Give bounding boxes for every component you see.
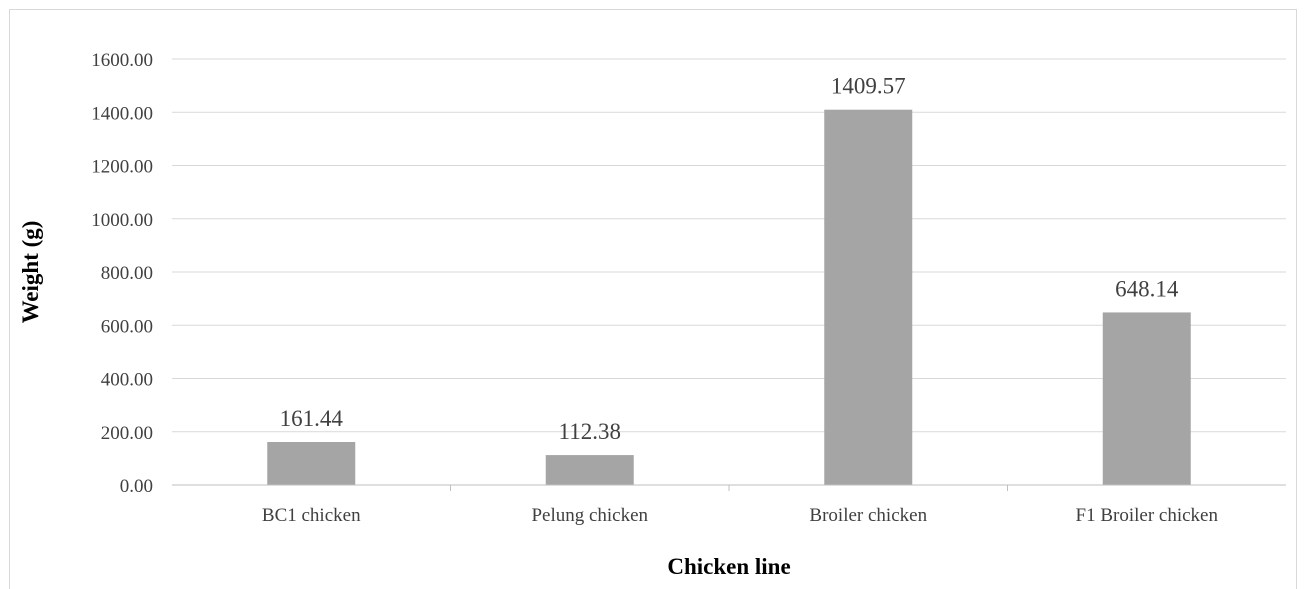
y-tick-label: 0.00 (120, 476, 153, 497)
y-tick-label: 400.00 (101, 370, 153, 391)
x-tick-label: BC1 chicken (262, 505, 361, 526)
y-tick-label: 200.00 (101, 423, 153, 444)
y-tick-label: 1600.00 (91, 50, 153, 71)
y-axis-title: Weight (g) (18, 221, 43, 324)
bars (267, 109, 1191, 485)
bar (1102, 312, 1191, 485)
x-tick-label: Broiler chicken (809, 505, 927, 526)
data-labels: 161.44 112.38 1409.57 648.14 (280, 74, 1179, 444)
chart-frame (9, 9, 1297, 589)
y-tick-label: 800.00 (101, 263, 153, 284)
y-tick-label: 1400.00 (91, 103, 153, 124)
data-label: 648.14 (1115, 276, 1179, 301)
y-tick-label: 1000.00 (91, 210, 153, 231)
bar (267, 442, 356, 485)
data-label: 112.38 (559, 419, 621, 444)
x-tick-label: Pelung chicken (531, 505, 648, 526)
x-axis-title: Chicken line (667, 554, 790, 579)
x-tick-label: F1 Broiler chicken (1076, 505, 1219, 526)
data-label: 1409.57 (831, 74, 906, 99)
y-tick-label: 600.00 (101, 316, 153, 337)
bar (824, 109, 913, 485)
x-axis-ticks: BC1 chicken Pelung chicken Broiler chicken… (262, 485, 1219, 526)
y-axis-ticks: 0.00 200.00 400.00 600.00 800.00 1000.00 1200.… (91, 50, 153, 497)
data-label: 161.44 (280, 406, 344, 431)
bar (545, 455, 634, 485)
gridlines (172, 58, 1286, 433)
y-tick-label: 1200.00 (91, 157, 153, 178)
